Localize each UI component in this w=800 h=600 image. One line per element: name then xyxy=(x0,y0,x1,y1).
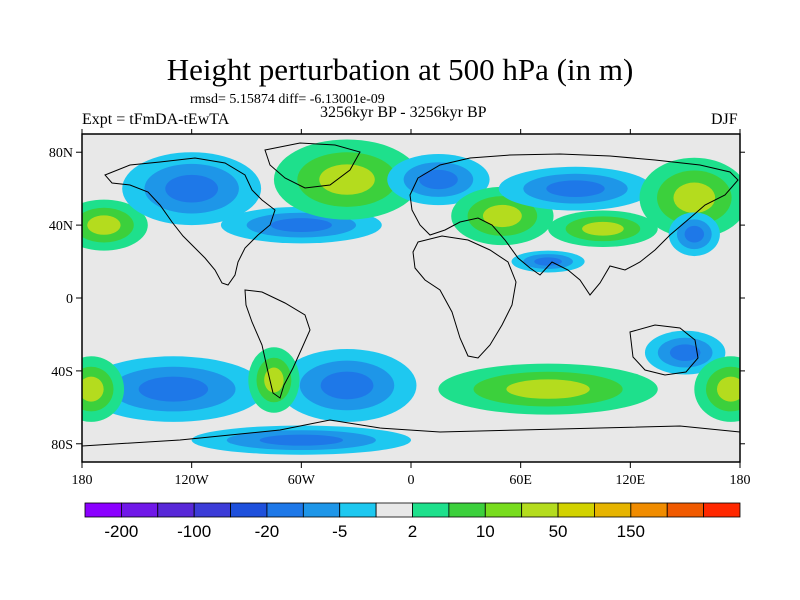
colorbar-swatch xyxy=(84,502,122,518)
contour-level xyxy=(138,376,209,402)
coastline-eurasia xyxy=(409,153,739,296)
contour-level xyxy=(418,169,458,190)
contour-level xyxy=(506,379,590,399)
anomaly-positive-8 xyxy=(548,210,658,247)
anomaly-positive-7 xyxy=(639,157,740,238)
anomaly-negative-9 xyxy=(668,212,720,257)
lon-tick-label: 180 xyxy=(72,473,93,488)
contour-level xyxy=(264,367,284,393)
colorbar-swatch xyxy=(193,502,231,518)
colorbar-swatch xyxy=(339,502,377,518)
colorbar-swatch xyxy=(594,502,632,518)
latitude-axis: 80N 40N 0 40S 80S xyxy=(49,146,745,453)
contour-level xyxy=(82,376,104,402)
stats-line: rmsd= 5.15874 diff= -6.13001e-09 xyxy=(190,92,385,107)
season-label: DJF xyxy=(711,111,738,128)
colorbar-label: 150 xyxy=(617,522,645,541)
coastlines xyxy=(82,142,740,447)
contour-level xyxy=(582,221,624,236)
colorbar-swatch xyxy=(266,502,304,518)
anomaly-contours xyxy=(82,139,740,455)
contour-level xyxy=(716,376,740,402)
anomaly-negative-10 xyxy=(511,250,585,273)
anomaly-negative-16 xyxy=(644,330,726,375)
lat-tick-label: 80N xyxy=(49,146,73,161)
contour-level xyxy=(270,218,332,233)
colorbar-label: 10 xyxy=(476,522,495,541)
anomaly-negative-18 xyxy=(191,425,411,455)
lon-tick-label: 120W xyxy=(175,473,210,488)
colorbar-swatch xyxy=(703,502,741,518)
longitude-axis: 180 120W 60W 0 60E 120E 180 xyxy=(72,129,751,488)
anomaly-negative-1 xyxy=(122,152,262,226)
coastline-north-america xyxy=(104,157,276,286)
coastline-africa xyxy=(412,235,517,359)
colorbar-swatch xyxy=(412,502,450,518)
contour-level xyxy=(320,371,374,400)
colorbar-swatch xyxy=(120,502,159,518)
lat-tick-label: 0 xyxy=(66,292,73,307)
colorbar-swatch xyxy=(375,502,413,518)
anomaly-positive-14 xyxy=(248,347,300,413)
coastline-australia xyxy=(629,324,699,376)
experiment-label: Expt = tFmDA-tEwTA xyxy=(82,111,230,128)
anomaly-negative-4 xyxy=(387,154,490,206)
anomaly-positive-12 xyxy=(82,356,125,422)
lon-tick-label: 120E xyxy=(616,473,646,488)
colorbar-swatch xyxy=(448,502,486,518)
anomaly-positive-0 xyxy=(82,199,148,251)
period-label: 3256kyr BP - 3256kyr BP xyxy=(320,104,487,121)
contour-level xyxy=(319,164,375,195)
contour-level xyxy=(673,182,716,214)
lon-tick-label: 60E xyxy=(509,473,532,488)
colorbar-swatch xyxy=(666,502,705,518)
contour-level xyxy=(87,215,121,235)
contour-level xyxy=(259,434,344,446)
contour-level xyxy=(684,225,705,243)
contour-level xyxy=(669,344,701,361)
lon-tick-label: 60W xyxy=(288,473,316,488)
anomaly-field xyxy=(82,134,740,462)
anomaly-negative-6 xyxy=(498,166,653,211)
colorbar: -200 -100 -20 -5 2 10 50 150 xyxy=(84,502,741,541)
anomaly-positive-15 xyxy=(438,363,658,415)
lat-tick-label: 80S xyxy=(51,438,73,453)
colorbar-swatch xyxy=(630,502,668,518)
colorbar-swatch xyxy=(157,502,195,518)
coastline-greenland xyxy=(264,142,361,189)
colorbar-label: 50 xyxy=(549,522,568,541)
lon-tick-label: 0 xyxy=(408,473,415,488)
anomaly-negative-11 xyxy=(82,356,265,422)
colorbar-label: -200 xyxy=(104,522,138,541)
lat-tick-label: 40N xyxy=(49,219,73,234)
colorbar-swatch xyxy=(557,502,595,518)
colorbar-label: -20 xyxy=(255,522,280,541)
plot-title: Height perturbation at 500 hPa (in m) xyxy=(166,52,634,87)
anomaly-positive-17 xyxy=(694,356,740,422)
coastline-antarctica xyxy=(82,419,740,447)
coastline-south-america xyxy=(244,289,311,399)
colorbar-swatch xyxy=(521,502,559,518)
contour-level xyxy=(546,180,605,197)
anomaly-negative-13 xyxy=(277,349,417,422)
anomaly-positive-3 xyxy=(273,139,421,220)
contour-level xyxy=(482,204,522,228)
colorbar-label: 2 xyxy=(408,522,417,541)
lon-tick-label: 180 xyxy=(730,473,751,488)
colorbar-label: -5 xyxy=(332,522,347,541)
contour-level xyxy=(165,174,219,203)
colorbar-swatch xyxy=(302,502,341,518)
colorbar-label: -100 xyxy=(177,522,211,541)
colorbar-swatch xyxy=(484,502,523,518)
lat-tick-label: 40S xyxy=(51,365,73,380)
colorbar-swatch xyxy=(230,502,268,518)
